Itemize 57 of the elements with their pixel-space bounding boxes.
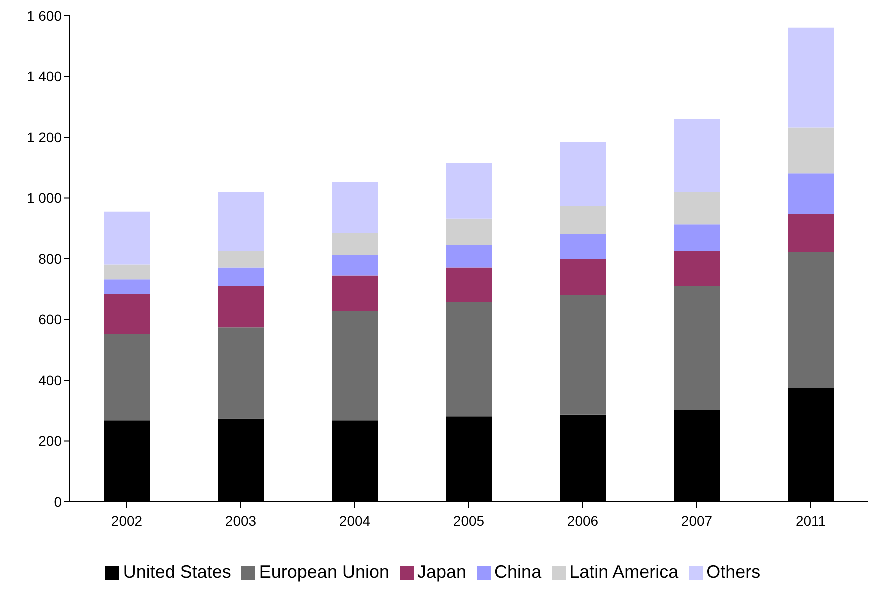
legend-label: United States: [123, 562, 232, 582]
bar: [788, 214, 834, 252]
legend-label: China: [494, 562, 542, 582]
legend-label: Japan: [418, 562, 467, 582]
legend-label: Others: [706, 562, 761, 582]
y-tick-label: 1 000: [26, 190, 62, 206]
bar: [218, 192, 264, 252]
bar: [788, 174, 834, 214]
bar: [104, 264, 150, 280]
bar: [788, 28, 834, 128]
x-tick-label: 2003: [225, 512, 257, 529]
legend-label: Latin America: [570, 562, 679, 582]
y-tick-label: 1 600: [26, 8, 62, 24]
bar: [560, 142, 606, 206]
bar: [674, 192, 720, 225]
bar: [332, 310, 378, 421]
bar: [560, 295, 606, 415]
bar: [104, 294, 150, 334]
x-tick-label: 2004: [339, 512, 371, 529]
bar: [674, 286, 720, 410]
y-tick-label: 600: [38, 312, 62, 328]
bar: [674, 118, 720, 192]
y-tick-label: 0: [54, 494, 62, 510]
y-tick-label: 400: [38, 372, 62, 388]
bar: [104, 212, 150, 265]
legend-label: European Union: [259, 562, 390, 582]
bar: [218, 268, 264, 286]
bar: [788, 128, 834, 174]
x-tick-label: 2006: [567, 512, 599, 529]
bar: [332, 182, 378, 234]
bar: [446, 302, 492, 417]
bar: [218, 286, 264, 328]
x-tick-label: 2002: [111, 512, 143, 529]
bar: [332, 233, 378, 256]
bar: [674, 224, 720, 252]
bar: [332, 276, 378, 311]
bar: [332, 255, 378, 276]
bar: [446, 268, 492, 302]
x-tick-label: 2005: [453, 512, 485, 529]
bar: [788, 252, 834, 388]
bar: [560, 259, 606, 296]
bar: [446, 218, 492, 246]
bar: [560, 234, 606, 259]
y-tick-label: 1 200: [26, 129, 62, 146]
bar: [104, 280, 150, 294]
y-tick-label: 200: [38, 433, 62, 450]
bar: [446, 245, 492, 268]
bar: [104, 334, 150, 421]
x-tick-label: 2007: [681, 512, 713, 529]
bar: [674, 251, 720, 286]
bar: [446, 163, 492, 219]
bar: [218, 328, 264, 419]
x-tick-label: 2011: [796, 512, 826, 529]
bar: [218, 251, 264, 268]
y-tick-label: 800: [38, 250, 62, 267]
bar: [560, 206, 606, 234]
y-tick-label: 1 400: [26, 68, 62, 85]
